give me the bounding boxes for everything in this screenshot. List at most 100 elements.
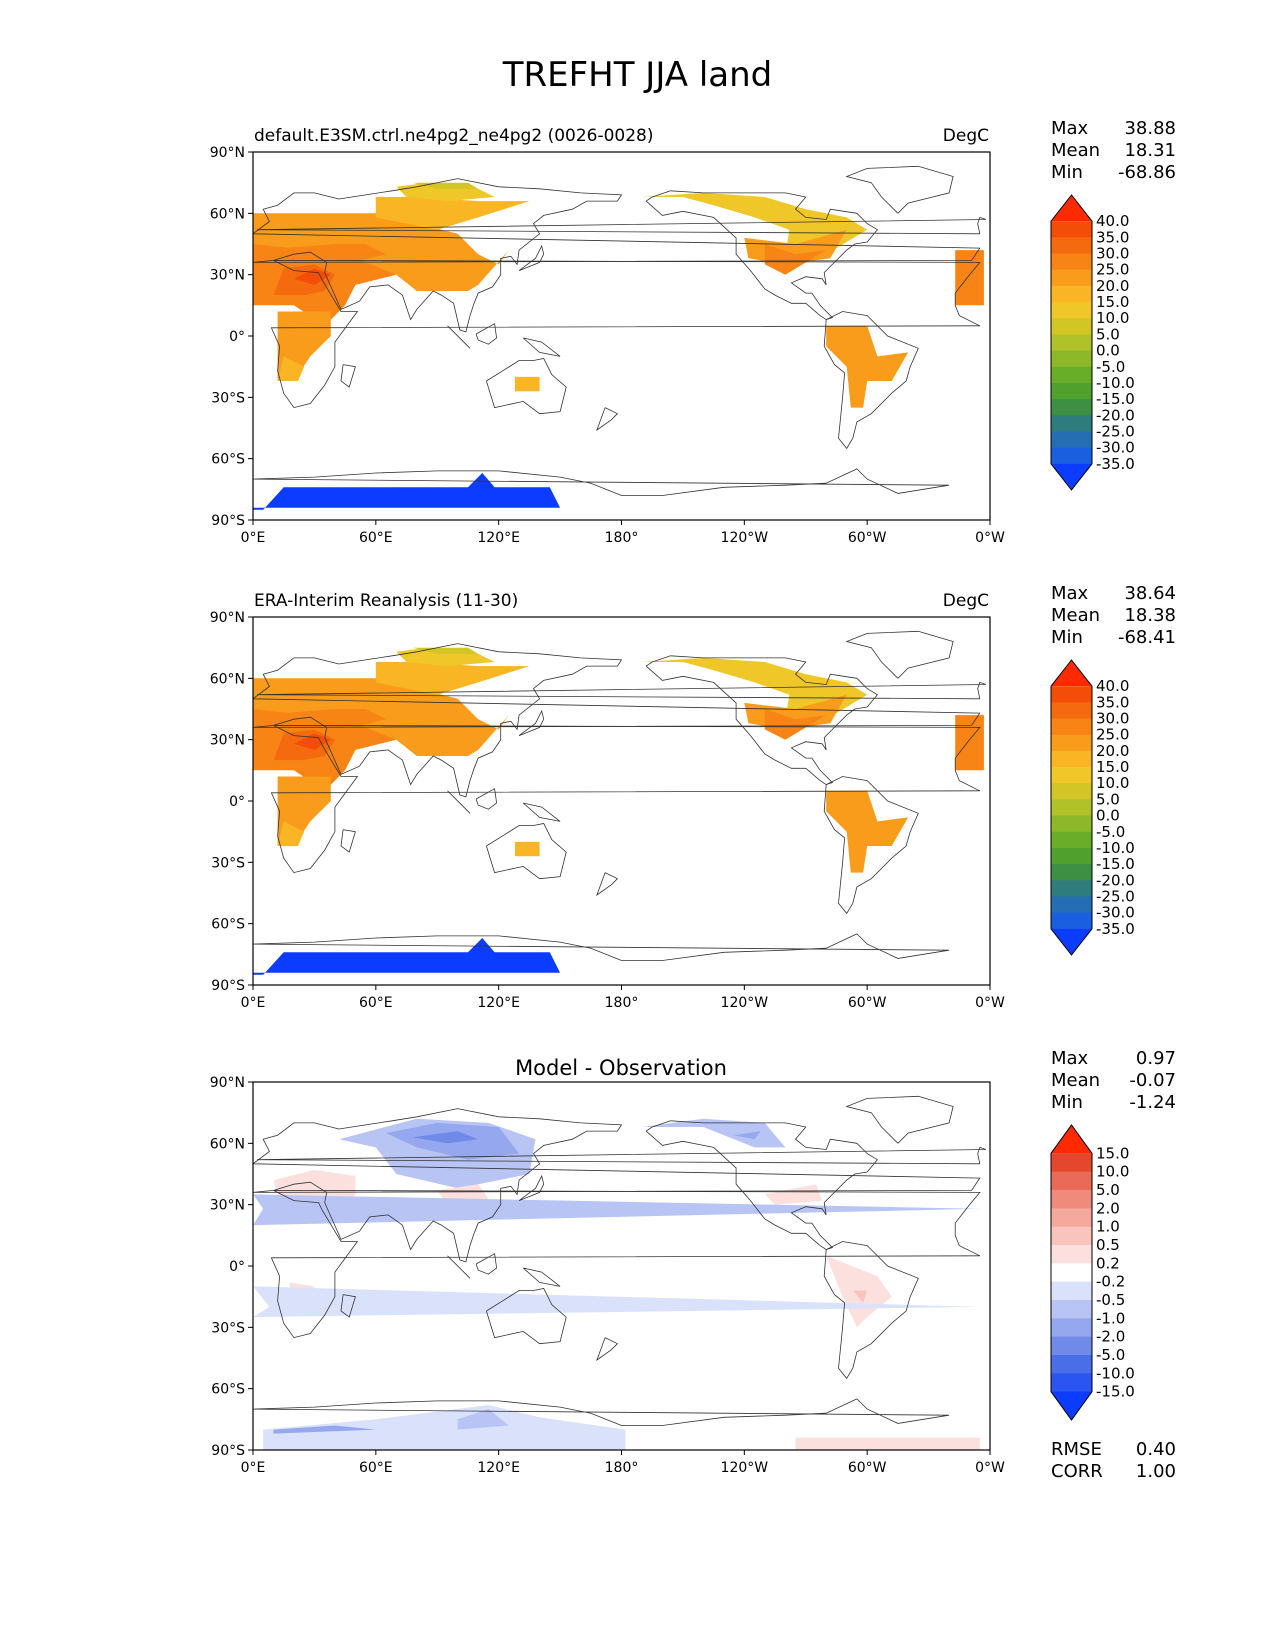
colorbar-swatch	[1051, 1263, 1092, 1283]
coastline	[823, 1241, 919, 1380]
colorbar-swatch	[1051, 702, 1092, 720]
lon-tick-label: 60°E	[359, 995, 393, 1011]
field-region	[263, 1405, 626, 1450]
colorbar-label: 10.0	[1096, 1163, 1129, 1181]
lat-tick-label: 90°N	[210, 610, 245, 626]
colorbar-label: -25.0	[1096, 422, 1135, 440]
lat-tick-label: 30°S	[211, 390, 245, 406]
colorbar-label: -5.0	[1096, 823, 1125, 841]
stat-value: -68.41	[1118, 627, 1176, 648]
coastline	[257, 216, 987, 235]
coastline	[518, 1174, 545, 1201]
stat-label: Max	[1051, 118, 1089, 139]
lon-tick-label: 120°E	[477, 1460, 520, 1476]
colorbar-label: 30.0	[1096, 245, 1129, 263]
colorbar-extend-bottom	[1051, 463, 1092, 490]
coastline	[596, 1337, 619, 1362]
coastline	[475, 788, 498, 810]
coastline	[823, 776, 919, 915]
colorbar-label: 25.0	[1096, 726, 1129, 744]
coastline	[823, 311, 919, 450]
colorbar-swatch	[1051, 334, 1092, 352]
field-region	[826, 325, 909, 408]
coastline	[522, 1267, 561, 1287]
colorbar: 40.035.030.025.020.015.010.05.00.0-5.0-1…	[1050, 194, 1135, 491]
colorbar-label: 40.0	[1096, 212, 1129, 230]
colorbar-swatch	[1051, 366, 1092, 384]
field-region	[253, 709, 387, 730]
lat-tick-label: 30°N	[210, 733, 245, 749]
stat-value: 38.64	[1124, 583, 1176, 604]
lat-tick-label: 30°S	[211, 1320, 245, 1336]
lon-tick-label: 120°W	[721, 1460, 769, 1476]
field-region	[277, 356, 305, 381]
field-region	[795, 1437, 980, 1450]
colorbar-label: 20.0	[1096, 277, 1129, 295]
colorbar-swatch	[1051, 1171, 1092, 1191]
colorbar: 15.010.05.02.01.00.50.2-0.2-0.5-1.0-2.0-…	[1050, 1124, 1135, 1421]
coastline	[596, 407, 619, 432]
colorbar-swatch	[1051, 237, 1092, 255]
colorbar-label: -35.0	[1096, 455, 1135, 473]
coastline	[845, 165, 954, 214]
colorbar-swatch	[1051, 1208, 1092, 1228]
colorbar-swatch	[1051, 831, 1092, 849]
coastline	[596, 872, 619, 897]
stat-label: Max	[1051, 583, 1089, 604]
colorbar-swatch	[1051, 415, 1092, 432]
field-region	[253, 473, 561, 520]
lon-tick-label: 60°W	[848, 530, 887, 546]
colorbar-label: -25.0	[1096, 887, 1135, 905]
field-region	[515, 841, 540, 857]
field-region	[734, 1131, 761, 1140]
colorbar-label: -10.0	[1096, 839, 1135, 857]
lat-tick-label: 60°N	[210, 206, 245, 222]
colorbar-extend-top	[1051, 1125, 1092, 1154]
colorbar-label: 0.5	[1096, 1236, 1120, 1254]
field-region	[273, 1425, 376, 1434]
coastline	[447, 325, 471, 349]
stat-value: -1.24	[1129, 1092, 1176, 1113]
coastline	[257, 1146, 987, 1165]
coastline	[645, 655, 879, 786]
lon-tick-label: 120°W	[721, 530, 769, 546]
stat-label: Min	[1051, 627, 1083, 648]
colorbar-swatch	[1051, 253, 1092, 271]
coastline	[270, 259, 981, 409]
colorbar-swatch	[1051, 1281, 1092, 1301]
colorbar-extend-bottom	[1051, 928, 1092, 955]
colorbar-swatch	[1051, 1336, 1092, 1356]
lat-tick-label: 30°S	[211, 855, 245, 871]
field-region	[253, 1194, 980, 1226]
lat-tick-label: 60°N	[210, 1136, 245, 1152]
lon-tick-label: 120°E	[477, 995, 520, 1011]
field-region	[293, 733, 331, 750]
coastline	[845, 1095, 954, 1144]
colorbar-label: -20.0	[1096, 406, 1135, 424]
colorbar-label: -20.0	[1096, 871, 1135, 889]
field-region	[826, 790, 909, 873]
lat-tick-label: 90°S	[211, 513, 245, 529]
colorbar-extend-top	[1051, 195, 1092, 222]
lon-tick-label: 0°E	[241, 530, 266, 546]
lat-tick-label: 60°S	[211, 1382, 245, 1398]
stat-value: 18.31	[1124, 140, 1176, 161]
field-region	[253, 244, 387, 265]
colorbar-extend-top	[1051, 660, 1092, 687]
colorbar-label: 10.0	[1096, 774, 1129, 792]
colorbar-label: -15.0	[1096, 855, 1135, 873]
colorbar-swatch	[1051, 686, 1092, 703]
lat-tick-label: 0°	[229, 794, 245, 810]
coastline	[257, 681, 987, 700]
colorbar-swatch	[1051, 734, 1092, 752]
coastline	[475, 323, 498, 345]
colorbar-label: -30.0	[1096, 439, 1135, 457]
coastline	[522, 802, 561, 822]
colorbar-swatch	[1051, 1373, 1092, 1393]
coastline	[253, 933, 950, 961]
lon-tick-label: 0°W	[975, 1460, 1005, 1476]
stat-value: 18.38	[1124, 605, 1176, 626]
panel-title-center: Model - Observation	[515, 1056, 727, 1080]
field-region	[375, 197, 530, 230]
colorbar-label: 10.0	[1096, 309, 1129, 327]
